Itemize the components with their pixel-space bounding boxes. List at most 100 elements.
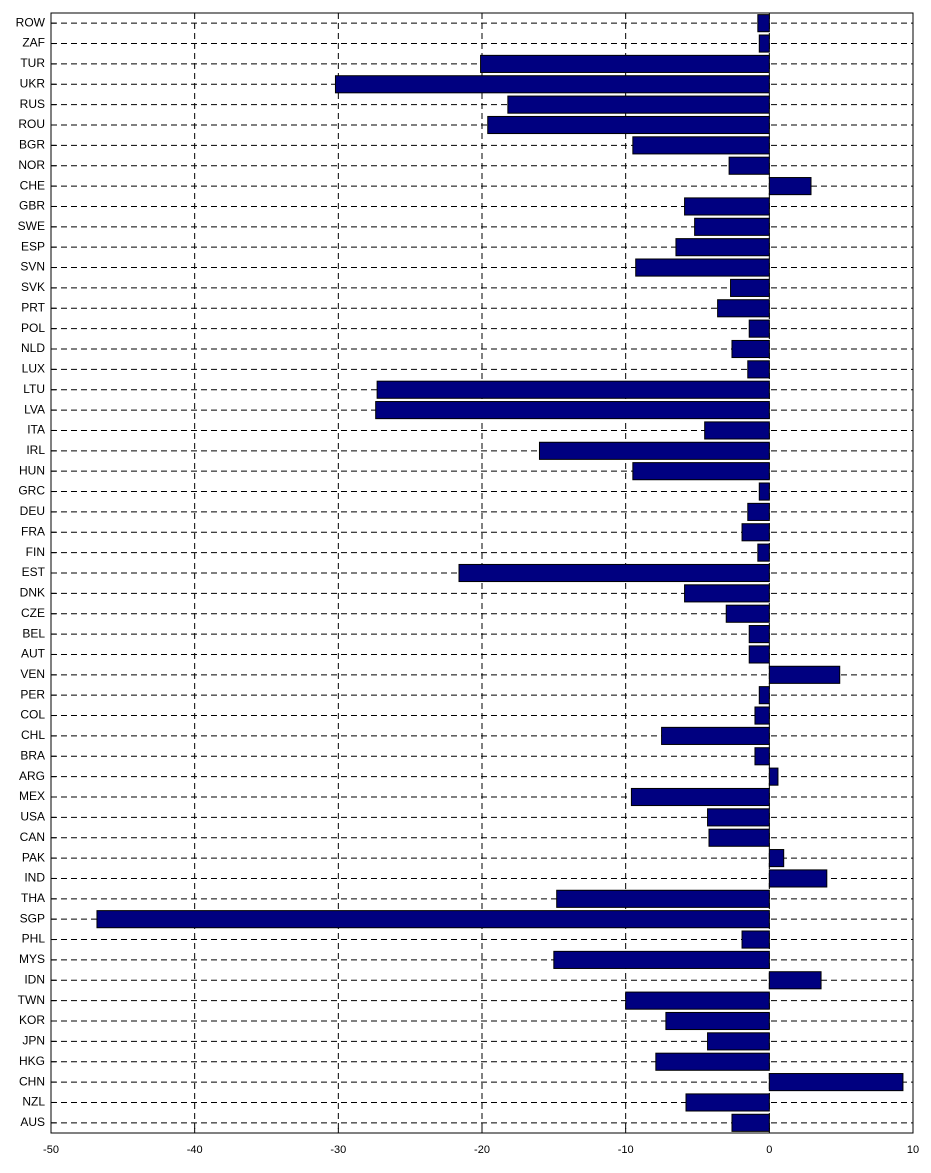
bar	[684, 197, 770, 216]
plot-frame	[50, 12, 914, 1134]
bar	[665, 1011, 770, 1031]
y-tick-label: JPN	[22, 1034, 45, 1048]
bar	[717, 299, 770, 318]
y-tick-label: UKR	[20, 76, 46, 90]
y-tick-label: IRL	[26, 443, 45, 457]
y-tick-label: CHN	[19, 1074, 45, 1088]
bar	[757, 543, 770, 562]
x-tick-label: -10	[618, 1144, 634, 1156]
bar	[685, 1093, 770, 1112]
y-tick-label: DEU	[20, 504, 45, 518]
y-tick-label: AUS	[20, 1115, 45, 1129]
y-tick-label: ZAF	[22, 36, 45, 50]
x-tick-label: 10	[907, 1144, 919, 1156]
y-tick-label: PAK	[22, 850, 45, 864]
bar	[757, 14, 770, 33]
bar	[458, 563, 770, 583]
x-tick-label: -50	[43, 1144, 59, 1156]
bar	[655, 1052, 770, 1071]
y-tick-label: FIN	[26, 545, 45, 559]
bar	[748, 645, 770, 664]
y-tick-label: BGR	[19, 138, 45, 152]
y-tick-label: NLD	[21, 341, 45, 355]
y-tick-label: TWN	[18, 993, 45, 1007]
bar	[768, 971, 822, 990]
bar	[730, 278, 770, 297]
bar	[625, 991, 770, 1010]
y-tick-label: LTU	[23, 382, 45, 396]
bar	[741, 930, 770, 949]
y-tick-label: KOR	[19, 1013, 45, 1027]
bar	[556, 889, 770, 908]
bar	[754, 706, 770, 725]
bar	[480, 54, 770, 73]
bar	[630, 787, 770, 807]
x-tick-label: -40	[187, 1144, 203, 1156]
y-tick-label: ROU	[18, 117, 45, 131]
y-tick-label: COL	[20, 708, 45, 722]
bar	[661, 726, 770, 745]
bar	[635, 258, 770, 277]
y-tick-label: PHL	[22, 932, 46, 946]
bar	[758, 34, 770, 53]
x-tick-label: 0	[766, 1144, 772, 1156]
y-tick-label: IDN	[24, 972, 45, 986]
x-tick-label: -30	[330, 1144, 346, 1156]
y-tick-label: FRA	[21, 524, 45, 538]
bar	[768, 177, 812, 196]
bar	[376, 380, 770, 399]
bar	[741, 523, 770, 542]
bar	[754, 747, 770, 766]
bar	[487, 115, 770, 135]
y-tick-label: TUR	[20, 56, 45, 70]
bar	[375, 401, 770, 420]
y-tick-label: ARG	[19, 769, 45, 783]
bar	[747, 360, 770, 379]
y-tick-label: ITA	[27, 423, 45, 437]
bar	[725, 604, 770, 623]
y-tick-label: NOR	[18, 158, 45, 172]
y-tick-label: LUX	[22, 362, 45, 376]
y-tick-label: PER	[20, 687, 45, 701]
y-tick-label: MYS	[19, 952, 45, 966]
bar	[758, 482, 770, 501]
bar	[675, 238, 770, 257]
bar	[731, 339, 770, 359]
bar	[768, 1073, 904, 1092]
bar	[768, 849, 785, 868]
bar	[728, 156, 770, 175]
y-tick-label: ESP	[21, 239, 45, 253]
bar	[768, 869, 828, 888]
y-tick-label: POL	[21, 321, 45, 335]
y-tick-label: HUN	[19, 463, 45, 477]
bar	[708, 828, 770, 847]
bar	[553, 950, 770, 969]
bar	[747, 502, 770, 521]
bar	[632, 462, 770, 481]
y-tick-label: MEX	[19, 789, 45, 803]
x-tick-label: -20	[474, 1144, 490, 1156]
y-tick-label: GRC	[18, 484, 45, 498]
y-tick-label: SWE	[18, 219, 45, 233]
y-tick-label: CHL	[21, 728, 45, 742]
bar	[507, 95, 770, 114]
bar	[538, 441, 770, 460]
bar	[694, 217, 770, 236]
y-tick-label: SVK	[21, 280, 45, 294]
bar	[334, 75, 770, 94]
y-tick-label: DNK	[20, 586, 45, 600]
y-tick-label: BRA	[20, 748, 45, 762]
bar	[748, 625, 770, 644]
bar	[632, 136, 770, 155]
y-tick-label: SVN	[20, 260, 45, 274]
bar	[758, 686, 770, 705]
y-tick-label: THA	[21, 891, 45, 905]
y-tick-label: HKG	[19, 1054, 45, 1068]
y-tick-label: VEN	[20, 667, 45, 681]
bar	[684, 584, 770, 603]
y-tick-label: SGP	[20, 911, 45, 925]
y-tick-label: EST	[22, 565, 46, 579]
bar	[731, 1113, 770, 1132]
bar	[748, 319, 770, 338]
bar	[768, 665, 841, 684]
